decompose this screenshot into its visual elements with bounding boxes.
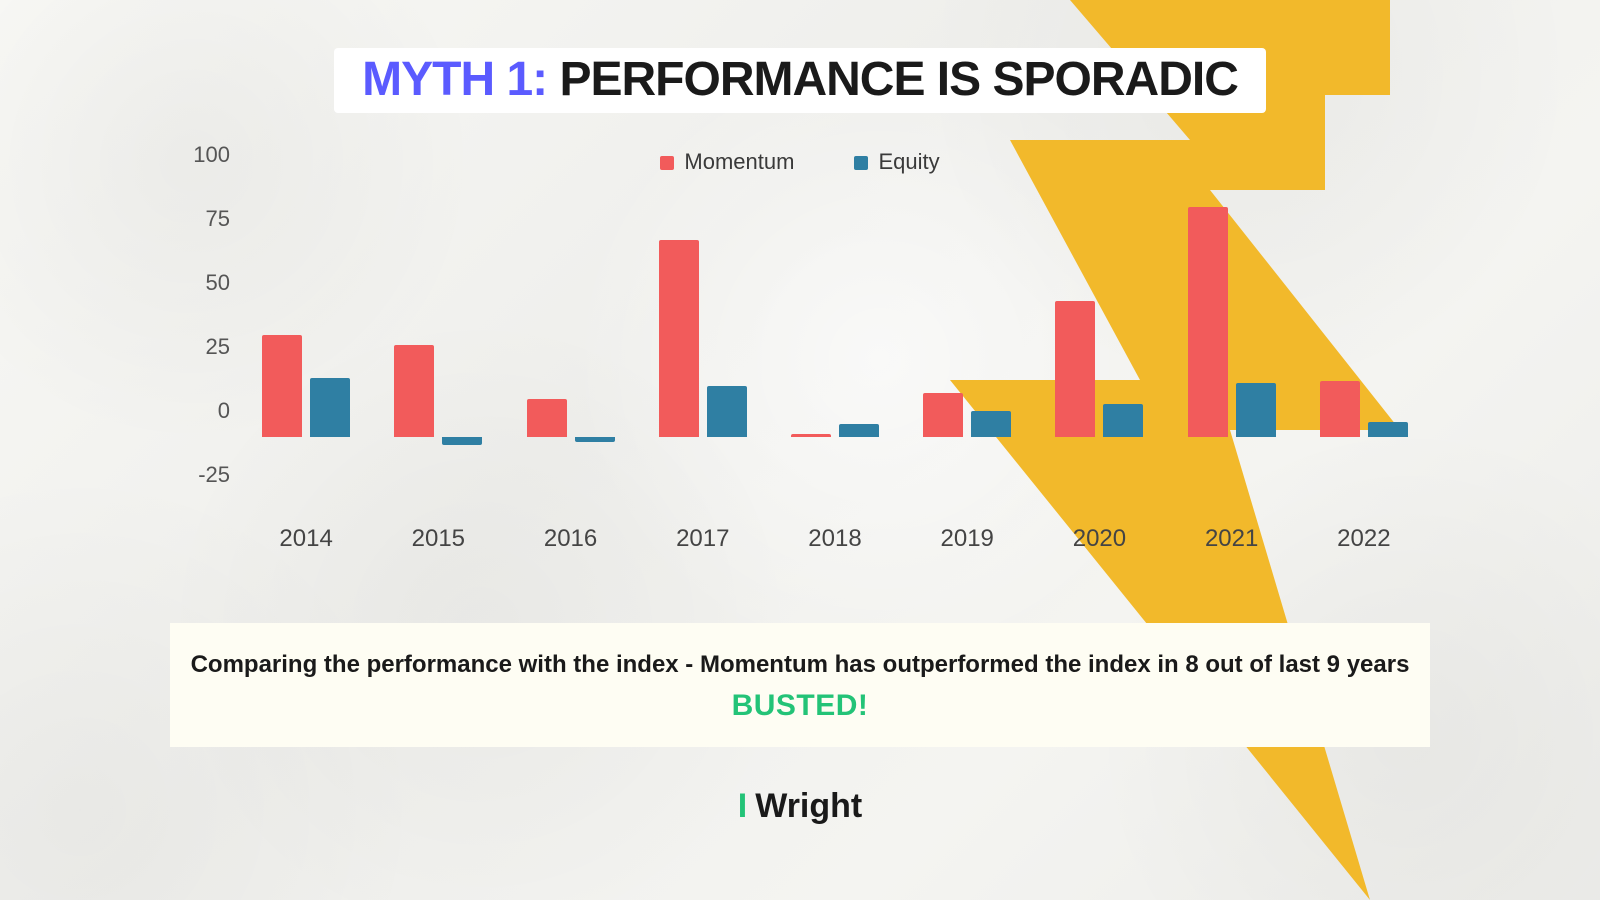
bar-equity xyxy=(1103,404,1143,437)
bar-group xyxy=(240,181,372,501)
ytick: -25 xyxy=(160,462,230,488)
chart-legend: Momentum Equity xyxy=(660,149,939,175)
bar-momentum xyxy=(527,399,567,437)
bar-equity xyxy=(1236,383,1276,437)
ytick: 0 xyxy=(160,398,230,424)
caption-box: Comparing the performance with the index… xyxy=(170,623,1430,747)
legend-label-momentum: Momentum xyxy=(684,149,794,174)
xlabel: 2016 xyxy=(504,525,636,585)
xlabel: 2017 xyxy=(637,525,769,585)
bar-group xyxy=(1166,181,1298,501)
xlabel: 2015 xyxy=(372,525,504,585)
bar-group xyxy=(769,181,901,501)
legend-swatch-momentum xyxy=(660,156,674,170)
xlabel: 2022 xyxy=(1298,525,1430,585)
bar-equity xyxy=(1368,422,1408,437)
bar-momentum xyxy=(1055,301,1095,437)
bar-equity xyxy=(971,411,1011,437)
xlabel: 2019 xyxy=(901,525,1033,585)
title-container: MYTH 1: PERFORMANCE IS SPORADIC xyxy=(334,48,1266,113)
ytick: 50 xyxy=(160,270,230,296)
legend-swatch-equity xyxy=(854,156,868,170)
bar-momentum xyxy=(1320,381,1360,437)
title-rest: PERFORMANCE IS SPORADIC xyxy=(547,53,1238,106)
chart-plot-area xyxy=(240,181,1430,501)
bar-group xyxy=(637,181,769,501)
xlabel: 2014 xyxy=(240,525,372,585)
title-prefix: MYTH 1: xyxy=(362,53,547,106)
ytick: 75 xyxy=(160,206,230,232)
xlabel: 2018 xyxy=(769,525,901,585)
slide-stage: MYTH 1: PERFORMANCE IS SPORADIC Momentum… xyxy=(0,0,1600,900)
caption-busted: BUSTED! xyxy=(190,689,1410,723)
bar-momentum xyxy=(923,393,963,437)
bar-momentum xyxy=(262,335,302,437)
bar-equity xyxy=(839,424,879,437)
xlabel: 2020 xyxy=(1033,525,1165,585)
bar-group xyxy=(372,181,504,501)
bar-momentum xyxy=(394,345,434,437)
xlabel: 2021 xyxy=(1166,525,1298,585)
ytick: 25 xyxy=(160,334,230,360)
chart: -250255075100 20142015201620172018201920… xyxy=(170,181,1430,585)
legend-label-equity: Equity xyxy=(878,149,939,174)
slide-title: MYTH 1: PERFORMANCE IS SPORADIC xyxy=(362,52,1238,107)
bar-equity xyxy=(575,437,615,442)
bar-equity xyxy=(310,378,350,437)
legend-item-momentum: Momentum xyxy=(660,149,794,175)
bar-group xyxy=(504,181,636,501)
bar-momentum xyxy=(659,240,699,437)
bar-momentum xyxy=(1188,207,1228,437)
brand-name: Wright xyxy=(755,787,862,825)
ytick: 100 xyxy=(160,142,230,168)
brand: IWright xyxy=(738,787,862,826)
brand-pipe: I xyxy=(738,787,747,825)
chart-yaxis: -250255075100 xyxy=(160,181,230,501)
caption-text: Comparing the performance with the index… xyxy=(190,651,1410,679)
legend-item-equity: Equity xyxy=(854,149,939,175)
bar-equity xyxy=(442,437,482,445)
bar-group xyxy=(1298,181,1430,501)
bar-group xyxy=(1033,181,1165,501)
bar-equity xyxy=(707,386,747,437)
chart-bar-groups xyxy=(240,181,1430,501)
chart-xaxis: 201420152016201720182019202020212022 xyxy=(240,525,1430,585)
bar-momentum xyxy=(791,434,831,437)
bar-group xyxy=(901,181,1033,501)
